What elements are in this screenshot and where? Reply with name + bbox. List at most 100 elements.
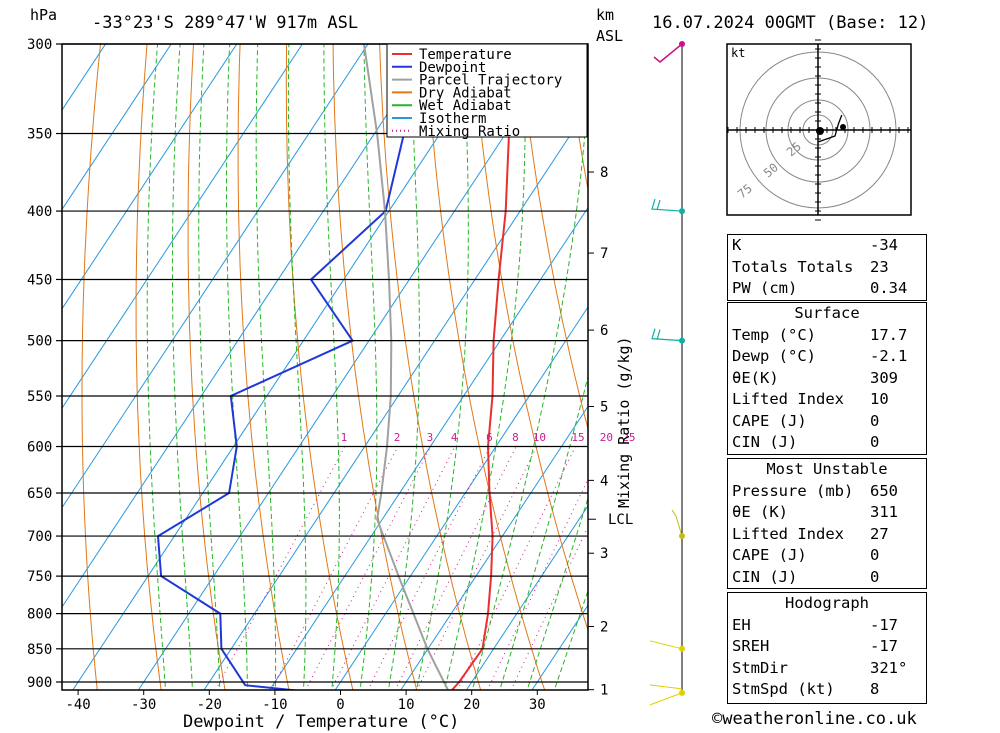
dry-adiabat-line <box>565 44 588 193</box>
x-tick-label: 20 <box>463 697 480 713</box>
wind-barb <box>651 198 683 212</box>
dry-adiabat-line <box>425 44 546 690</box>
surface-table: Surface Temp (°C) 17.7 Dewp (°C) -2.1 θE(K) 30… <box>727 302 927 455</box>
row-label: Totals Totals <box>732 257 854 276</box>
wet-adiabat-line <box>443 44 526 690</box>
wet-adiabat-line <box>287 44 307 690</box>
row-value: 0.34 <box>870 279 908 297</box>
pressure-tick-label: 800 <box>27 607 52 623</box>
temperature-profile-line <box>450 44 511 690</box>
mixing-ratio-tick-label: 8 <box>512 431 519 444</box>
table-row: θE (K) 311 <box>728 502 926 524</box>
row-value: 321° <box>870 658 908 677</box>
table-row: Lifted Index 27 <box>728 524 926 546</box>
mixing-ratio-axis-label: Mixing Ratio (g/kg) <box>615 336 633 508</box>
pressure-tick-label: 750 <box>27 569 52 585</box>
x-tick-label: -40 <box>65 697 90 713</box>
hodograph-end-marker <box>840 124 846 130</box>
km-tick-label: 6 <box>600 323 608 339</box>
hpa-unit-label: hPa <box>30 6 57 24</box>
row-label: StmDir <box>732 658 788 677</box>
legend-label: Temperature <box>419 47 512 63</box>
indices-table: K -34 Totals Totals 23 PW (cm) 0.34 <box>727 234 927 301</box>
km-tick-label: 4 <box>600 473 608 489</box>
isotherm-line <box>62 44 107 111</box>
row-value: 27 <box>870 524 889 543</box>
pressure-tick-label: 450 <box>27 272 52 288</box>
row-label: PW (cm) <box>732 279 798 297</box>
row-label: CAPE (J) <box>732 411 807 430</box>
isotherm-line <box>62 44 369 509</box>
legend-box <box>386 43 588 138</box>
pressure-tick-label: 400 <box>27 204 52 220</box>
wet-adiabat-line <box>471 85 588 690</box>
dry-adiabat-line <box>26 24 57 695</box>
legend-label: Isotherm <box>419 111 486 127</box>
table-row: EH -17 <box>728 615 926 637</box>
dry-adiabat-line <box>187 44 226 690</box>
datetime-title: 16.07.2024 00GMT (Base: 12) <box>652 13 928 33</box>
row-label: Dewp (°C) <box>732 347 816 365</box>
km-tick-label: 1 <box>600 683 608 699</box>
copyright-footer: ©weatheronline.co.uk <box>712 709 917 729</box>
row-label: CIN (J) <box>732 567 798 586</box>
mixing-ratio-line <box>330 446 456 690</box>
pressure-tick-label: 900 <box>27 675 52 691</box>
dewpoint-profile-line <box>156 44 422 690</box>
wind-barb <box>649 692 683 706</box>
plot-frame <box>61 43 589 691</box>
dry-adiabat-line <box>237 44 290 690</box>
mixing-ratio-line <box>510 525 588 690</box>
hodograph-table: Hodograph EH -17 SREH -17 StmDir 321° StmSpd (k… <box>727 592 927 704</box>
hodograph-unit-label: kt <box>731 46 745 60</box>
pressure-tick-label: 850 <box>27 642 52 658</box>
legend-label: Dry Adiabat <box>419 85 512 101</box>
dry-adiabat-line <box>332 44 418 690</box>
dry-adiabat-line <box>81 44 102 690</box>
dry-adiabat-line <box>518 44 588 431</box>
table-row: θE(K) 309 <box>728 368 926 390</box>
row-value: 309 <box>870 368 898 387</box>
mixing-ratio-tick-label: 2 <box>394 431 401 444</box>
pressure-tick-label: 550 <box>27 389 52 405</box>
lcl-label: LCL <box>608 512 633 528</box>
mixing-ratio-line <box>486 478 588 690</box>
wet-adiabat-line <box>226 44 248 690</box>
mixing-ratio-tick-label: 10 <box>533 431 546 444</box>
row-value: 0 <box>870 411 880 430</box>
table-row: CIN (J) 0 <box>728 567 926 589</box>
row-label: θE (K) <box>732 503 788 521</box>
row-value: 0 <box>870 546 880 564</box>
table-row: StmDir 321° <box>728 658 926 680</box>
pressure-tick-label: 350 <box>27 127 52 143</box>
mixing-ratio-line <box>456 446 576 690</box>
km-tick-label: 3 <box>600 546 608 562</box>
mixing-ratio-tick-label: 4 <box>451 431 458 444</box>
wet-adiabat-line <box>323 44 340 690</box>
table-title: Surface <box>794 304 860 322</box>
parcel-trajectory-profile-line <box>363 44 450 690</box>
mixing-ratio-line <box>305 446 432 690</box>
wet-adiabat-line <box>526 496 588 690</box>
asl-unit-label: ASL <box>596 27 623 45</box>
table-row: SREH -17 <box>728 636 926 658</box>
hodograph-storm-marker <box>816 127 824 135</box>
wind-barb <box>653 43 683 63</box>
wet-adiabat-line <box>499 374 588 690</box>
row-label: K <box>732 236 742 254</box>
isotherm-line <box>334 306 588 690</box>
x-axis-label: Dewpoint / Temperature (°C) <box>183 712 459 732</box>
table-row: CAPE (J) 0 <box>728 545 926 567</box>
table-row: StmSpd (kt) 8 <box>728 679 926 701</box>
row-value: -2.1 <box>870 347 908 365</box>
row-label: EH <box>732 615 751 634</box>
table-title: Most Unstable <box>766 460 888 478</box>
mixing-ratio-tick-label: 6 <box>486 431 493 444</box>
wet-adiabat-line <box>171 44 194 690</box>
most-unstable-table: Most Unstable Pressure (mb) 650 θE (K) 311 Li… <box>727 458 927 589</box>
km-tick-label: 7 <box>600 246 608 262</box>
table-row: CAPE (J) 0 <box>728 411 926 433</box>
row-label: Temp (°C) <box>732 325 816 344</box>
mixing-ratio-line <box>215 446 346 690</box>
mixing-ratio-tick-label: 20 <box>600 431 613 444</box>
